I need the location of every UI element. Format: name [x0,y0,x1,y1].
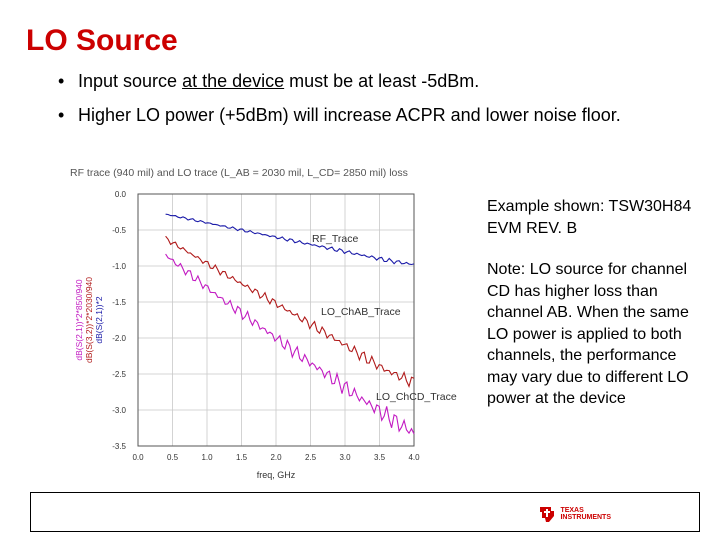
bullet-dot-icon: • [58,71,65,91]
ti-logo-line2: INSTRUMENTS [560,514,611,521]
y-tick-label: -3.5 [112,442,126,451]
example-note: Example shown: TSW30H84 EVM REV. B [487,198,692,237]
side-notes: Example shown: TSW30H84 EVM REV. B Note:… [487,196,702,430]
loss-chart: RF trace (940 mil) and LO trace (L_AB = … [60,162,480,492]
y-tick-label: -0.5 [112,226,126,235]
bullet-item: • Input source at the device must be at … [58,70,658,92]
slide-footer: TEXAS INSTRUMENTS [30,492,700,532]
slide-title: LO Source [26,24,178,57]
series-line-rf-trace [165,213,415,266]
plot-frame [137,193,415,447]
x-tick-label: 0.0 [132,453,144,462]
ti-logo-icon [540,507,555,522]
bullet-text-underlined: at the device [182,71,285,91]
bullet-list: • Input source at the device must be at … [58,70,658,138]
ti-logo-line1: TEXAS [560,507,584,514]
lo-loss-note: Note: LO source for channel CD has highe… [487,261,689,407]
x-tick-label: 2.0 [270,453,282,462]
bullet-item: • Higher LO power (+5dBm) will increase … [58,104,658,126]
series-line-lo-chcd-trace [165,253,415,435]
ti-logo: TEXAS INSTRUMENTS [537,504,611,524]
y-tick-label: -1.5 [112,298,126,307]
bullet-dot-icon: • [58,105,65,125]
x-tick-label: 0.5 [167,453,179,462]
series-label: LO_ChCD_Trace [376,391,457,403]
loss-chart-svg: RF trace (940 mil) and LO trace (L_AB = … [70,167,457,480]
y-tick-label: -2.5 [112,370,126,379]
x-tick-label: 1.0 [201,453,213,462]
x-tick-label: 1.5 [236,453,248,462]
y-axis-label: dB(S(3,2))*2*2030/940 [84,277,94,363]
series-label: RF_Trace [312,233,358,245]
y-tick-label: -1.0 [112,262,126,271]
bullet-text-post: must be at least -5dBm. [284,71,480,91]
x-tick-label: 3.5 [374,453,386,462]
y-tick-label: -3.0 [112,406,126,415]
ti-logo-text: TEXAS INSTRUMENTS [560,507,611,521]
x-tick-label: 4.0 [408,453,420,462]
series-line-lo-chab-trace [165,235,415,389]
x-tick-label: 3.0 [339,453,351,462]
y-axis-label: dB(S(2,1))*2 [94,296,104,344]
x-axis-label: freq, GHz [257,470,296,480]
x-tick-label: 2.5 [305,453,317,462]
y-tick-label: -2.0 [112,334,126,343]
series-label: LO_ChAB_Trace [321,306,401,318]
bullet-text-pre: Input source [78,71,183,91]
y-tick-label: 0.0 [115,190,127,199]
bullet-text: Higher LO power (+5dBm) will increase AC… [78,105,621,125]
chart-title: RF trace (940 mil) and LO trace (L_AB = … [70,167,408,179]
y-axis-label: dB(S(2,1))*2*850/940 [74,279,84,361]
